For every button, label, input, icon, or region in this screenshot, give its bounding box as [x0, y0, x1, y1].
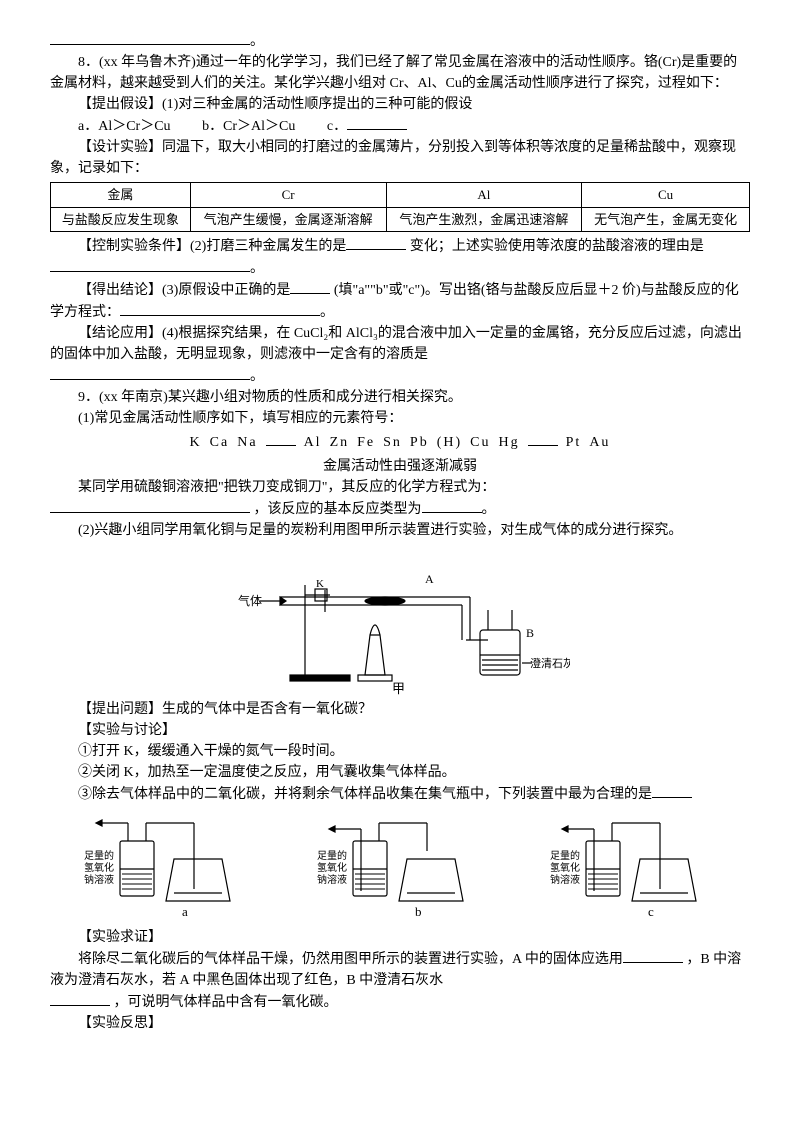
verify-text1: 将除尽二氧化碳后的气体样品干燥，仍然用图甲所示的装置进行实验，A 中的固体应选用 — [78, 952, 623, 967]
apparatus-jia-diagram: 气体 K A B 澄清石灰水 甲 — [230, 545, 570, 695]
svg-text:钠溶液: 钠溶液 — [84, 873, 114, 886]
label-B: B — [526, 626, 534, 640]
svg-text:钠溶液: 钠溶液 — [550, 873, 580, 886]
q8-conclude: 【得出结论】(3)原假设中正确的是 — [78, 283, 290, 298]
q9-verify: 【实验求证】 — [50, 927, 750, 948]
th-al: Al — [386, 183, 582, 208]
activity-element: Hg — [499, 432, 520, 453]
option-c-diagram: 足量的 氢氧化 钠溶液 c — [548, 811, 718, 921]
q8-hypothesis: 【提出假设】(1)对三种金属的活动性顺序提出的三种可能的假设 — [50, 94, 750, 115]
opt-c: c — [648, 904, 654, 919]
activity-element — [528, 445, 558, 446]
activity-element: Al — [304, 432, 322, 453]
naoh-label-a: 足量的 — [84, 849, 114, 862]
label-lime: 澄清石灰水 — [530, 656, 570, 670]
verify-text3: ，可说明气体样品中含有一氧化碳。 — [114, 995, 338, 1010]
hypo-b: b．Cr＞Al＞Cu — [202, 119, 295, 134]
q8-control2: 变化；上述实验使用等浓度的盐酸溶液的理由是 — [410, 239, 704, 254]
label-A: A — [425, 572, 434, 586]
q9-step1: ①打开 K，缓缓通入干燥的氮气一段时间。 — [50, 741, 750, 762]
q9-p2: (2)兴趣小组同学用氧化铜与足量的炭粉利用图甲所示装置进行实验，对生成气体的成分… — [50, 520, 750, 541]
q8-apply: 【结论应用】(4)根据探究结果，在 CuCl₂和 AlCl₃的混合液中加入一定量… — [50, 326, 742, 362]
q8-design: 【设计实验】同温下，取大小相同的打磨过的金属薄片，分别投入到等体积等浓度的足量稀… — [50, 137, 750, 179]
activity-element: Pt — [566, 432, 582, 453]
q9-p1c: ，该反应的基本反应类型为 — [254, 502, 422, 517]
activity-element: Na — [237, 432, 257, 453]
opt-a: a — [182, 904, 188, 919]
opt-b: b — [415, 904, 422, 919]
svg-text:氢氧化: 氢氧化 — [317, 861, 347, 874]
activity-element: Sn — [383, 432, 402, 453]
activity-element: (H) — [437, 432, 462, 453]
cell-cu: 无气泡产生，金属无变化 — [582, 207, 750, 232]
q8-intro: 8．(xx 年乌鲁木齐)通过一年的化学学习，我们已经了解了常见金属在溶液中的活动… — [50, 52, 750, 94]
svg-text:足量的: 足量的 — [550, 849, 580, 862]
q9-reflect: 【实验反思】 — [50, 1013, 750, 1034]
q9-intro: 9．(xx 年南京)某兴趣小组对物质的性质和成分进行相关探究。 — [50, 387, 750, 408]
activity-element: Zn — [330, 432, 350, 453]
cell-cr: 气泡产生缓慢，金属逐渐溶解 — [190, 207, 386, 232]
hypo-a: a．Al＞Cr＞Cu — [78, 119, 171, 134]
activity-caption: 金属活动性由强逐渐减弱 — [50, 456, 750, 477]
activity-element: Au — [589, 432, 610, 453]
label-jia: 甲 — [392, 681, 405, 695]
q9-p1b: 某同学用硫酸铜溶液把"把铁刀变成铜刀"，其反应的化学方程式为： — [78, 480, 495, 495]
option-a-diagram: 足量的 氢氧化 钠溶液 a — [82, 811, 252, 921]
th-cr: Cr — [190, 183, 386, 208]
label-gas: 气体 — [238, 593, 262, 608]
option-b-diagram: 足量的 氢氧化 钠溶液 b — [315, 811, 485, 921]
svg-text:氢氧化: 氢氧化 — [550, 861, 580, 874]
svg-text:钠溶液: 钠溶液 — [317, 873, 347, 886]
q9-step2: ②关闭 K，加热至一定温度使之反应，用气囊收集气体样品。 — [50, 762, 750, 783]
activity-element: K — [190, 432, 202, 453]
activity-element: Pb — [410, 432, 429, 453]
cell-al: 气泡产生激烈，金属迅速溶解 — [386, 207, 582, 232]
svg-text:K: K — [316, 578, 324, 590]
q9-p1: (1)常见金属活动性顺序如下，填写相应的元素符号： — [50, 408, 750, 429]
th-cu: Cu — [582, 183, 750, 208]
activity-element: Fe — [357, 432, 375, 453]
options-diagram-row: 足量的 氢氧化 钠溶液 a 足量的 氢氧化 — [50, 811, 750, 921]
svg-text:足量的: 足量的 — [317, 849, 347, 862]
q8-control: 【控制实验条件】(2)打磨三种金属发生的是 — [78, 239, 346, 254]
hypo-c: c． — [327, 119, 347, 134]
activity-element: Ca — [210, 432, 230, 453]
th-metal: 金属 — [51, 183, 191, 208]
activity-element — [266, 445, 296, 446]
row-label: 与盐酸反应发生现象 — [51, 207, 191, 232]
q9-step3: ③除去气体样品中的二氧化碳，并将剩余气体样品收集在集气瓶中，下列装置中最为合理的… — [78, 787, 652, 802]
q9-ask: 【提出问题】生成的气体中是否含有一氧化碳？ — [50, 699, 750, 720]
activity-element: Cu — [470, 432, 490, 453]
q9-disc: 【实验与讨论】 — [50, 720, 750, 741]
svg-text:氢氧化: 氢氧化 — [84, 861, 114, 874]
activity-series: K Ca Na Al Zn Fe Sn Pb (H) Cu Hg Pt Au — [50, 432, 750, 453]
experiment-table: 金属 Cr Al Cu 与盐酸反应发生现象 气泡产生缓慢，金属逐渐溶解 气泡产生… — [50, 182, 750, 232]
